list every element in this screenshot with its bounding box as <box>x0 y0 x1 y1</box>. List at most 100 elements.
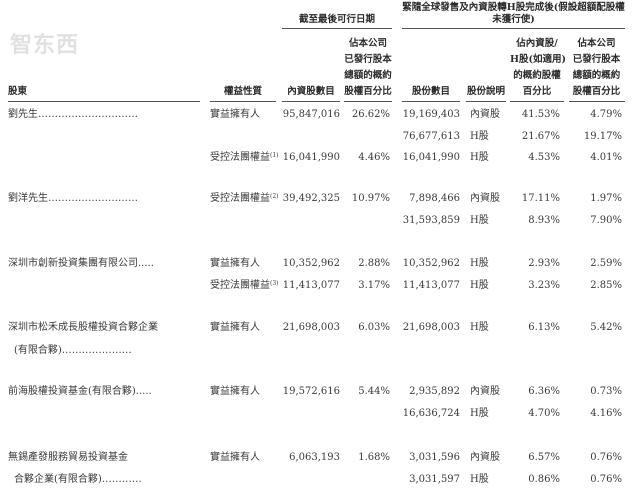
nature-of-interest: 受控法團權益(2) <box>210 193 279 205</box>
pct-current: 5.44% <box>358 386 390 397</box>
pct-current: 3.17% <box>358 280 390 291</box>
pct-total: 2.85% <box>590 280 622 291</box>
domestic-share-count: 16,041,990 <box>282 152 340 163</box>
pct-total: 0.76% <box>590 474 622 485</box>
share-count: 16,636,724 <box>402 408 460 419</box>
nature-label: 受控法團權益 <box>210 152 270 163</box>
pct-class: 3.23% <box>528 280 560 291</box>
nature-of-interest: 受控法團權益(1) <box>210 152 279 164</box>
col-pct1-line: 股權百分比 <box>344 86 392 97</box>
pct-total: 19.17% <box>583 131 622 142</box>
pct-class: 8.93% <box>528 215 560 226</box>
col-share-count: 股份數目 <box>411 86 450 97</box>
share-count: 3,031,597 <box>409 474 460 485</box>
pct-class: 6.57% <box>528 452 560 463</box>
nature-of-interest: 實益擁有人 <box>210 258 260 270</box>
divider <box>569 101 625 102</box>
nature-of-interest: 實益擁有人 <box>210 322 260 334</box>
shareholder-name: 深圳市松禾成長股權投資合夥企業 <box>8 322 158 333</box>
col-pct2-line: 百分比 <box>522 86 552 97</box>
col-nature: 權益性質 <box>223 86 262 97</box>
footnote-ref: (2) <box>270 193 279 200</box>
pct-class: 6.13% <box>528 322 560 333</box>
domestic-share-count: 6,063,193 <box>289 452 340 463</box>
share-count: 76,677,613 <box>402 131 460 142</box>
shareholder-name: (有限合夥)………………… <box>14 345 132 356</box>
col-shareholder: 股東 <box>8 86 28 97</box>
share-description: 內資股 <box>470 109 500 120</box>
nature-label: 實益擁有人 <box>210 258 260 269</box>
divider <box>402 28 625 29</box>
share-description: H股 <box>470 280 489 291</box>
pct-current: 26.62% <box>351 109 390 120</box>
divider <box>282 101 340 102</box>
pct-current: 6.03% <box>358 322 390 333</box>
pct-current: 4.46% <box>358 152 390 163</box>
divider <box>510 101 564 102</box>
pct-class: 4.53% <box>528 152 560 163</box>
share-description: H股 <box>470 258 489 269</box>
col-pct1-line: 總額的概約 <box>344 70 392 81</box>
domestic-share-count: 10,352,962 <box>282 258 340 269</box>
pct-class: 17.11% <box>521 193 560 204</box>
divider <box>402 101 460 102</box>
nature-label: 受控法團權益 <box>210 193 270 204</box>
nature-of-interest: 實益擁有人 <box>210 452 260 464</box>
divider <box>466 101 506 102</box>
col-share-desc: 股份說明 <box>466 86 505 97</box>
share-count: 31,593,859 <box>402 215 460 226</box>
pct-total: 1.97% <box>590 193 622 204</box>
shareholder-name: 合夥企業(有限合夥)………… <box>14 474 142 485</box>
nature-label: 實益擁有人 <box>210 386 260 397</box>
col-pct3-line: 股權百分比 <box>572 86 621 97</box>
nature-label: 實益擁有人 <box>210 322 260 333</box>
shareholder-name: 劉洋先生……………………… <box>8 193 138 204</box>
domestic-share-count: 39,492,325 <box>282 193 340 204</box>
pct-class: 0.86% <box>528 474 560 485</box>
pct-current: 10.97% <box>351 193 390 204</box>
share-count: 11,413,077 <box>402 280 460 291</box>
divider <box>344 101 392 102</box>
pct-total: 4.79% <box>590 109 622 120</box>
share-count: 16,041,990 <box>402 152 460 163</box>
group2-title: 緊隨全球發售及內資股轉H股完成後(假設超額配股權未獲行使) <box>402 2 625 25</box>
col-domestic-count: 內資股數目 <box>287 86 335 97</box>
nature-label: 實益擁有人 <box>210 452 260 463</box>
shareholder-name: 劉先生………………………… <box>8 109 138 120</box>
domestic-share-count: 19,572,616 <box>282 386 340 397</box>
pct-total: 4.16% <box>590 408 622 419</box>
nature-label: 受控法團權益 <box>210 280 270 291</box>
share-count: 2,935,892 <box>409 386 460 397</box>
share-count: 7,898,466 <box>409 193 460 204</box>
domestic-share-count: 21,698,003 <box>282 322 340 333</box>
share-description: H股 <box>470 152 489 163</box>
divider <box>8 101 200 102</box>
share-count: 10,352,962 <box>402 258 460 269</box>
col-pct2-line: H股(如適用) <box>510 54 566 65</box>
pct-total: 4.01% <box>590 152 622 163</box>
share-count: 21,698,003 <box>402 322 460 333</box>
pct-total: 5.42% <box>590 322 622 333</box>
footnote-ref: (3) <box>270 280 279 287</box>
pct-current: 2.88% <box>358 258 390 269</box>
shareholder-name: 無錫產發服務貿易投資基金 <box>8 452 128 463</box>
divider <box>210 101 276 102</box>
watermark-logo: 智东西 <box>10 33 80 58</box>
share-description: 內資股 <box>470 452 500 463</box>
col-pct3-line: 總額的概約 <box>572 70 621 81</box>
share-description: 內資股 <box>470 193 500 204</box>
pct-class: 2.93% <box>528 258 560 269</box>
share-count: 3,031,596 <box>409 452 460 463</box>
share-count: 19,169,403 <box>402 109 460 120</box>
pct-class: 41.53% <box>521 109 560 120</box>
share-description: H股 <box>470 131 489 142</box>
col-pct3-line: 已發行股本 <box>572 54 621 65</box>
nature-of-interest: 受控法團權益(3) <box>210 280 279 292</box>
col-pct2-line: 佔內資股/ <box>516 38 558 49</box>
share-description: H股 <box>470 322 489 333</box>
nature-of-interest: 實益擁有人 <box>210 109 260 121</box>
pct-class: 6.36% <box>528 386 560 397</box>
col-pct1-line: 佔本公司 <box>348 38 387 49</box>
nature-label: 實益擁有人 <box>210 109 260 120</box>
domestic-share-count: 95,847,016 <box>282 109 340 120</box>
